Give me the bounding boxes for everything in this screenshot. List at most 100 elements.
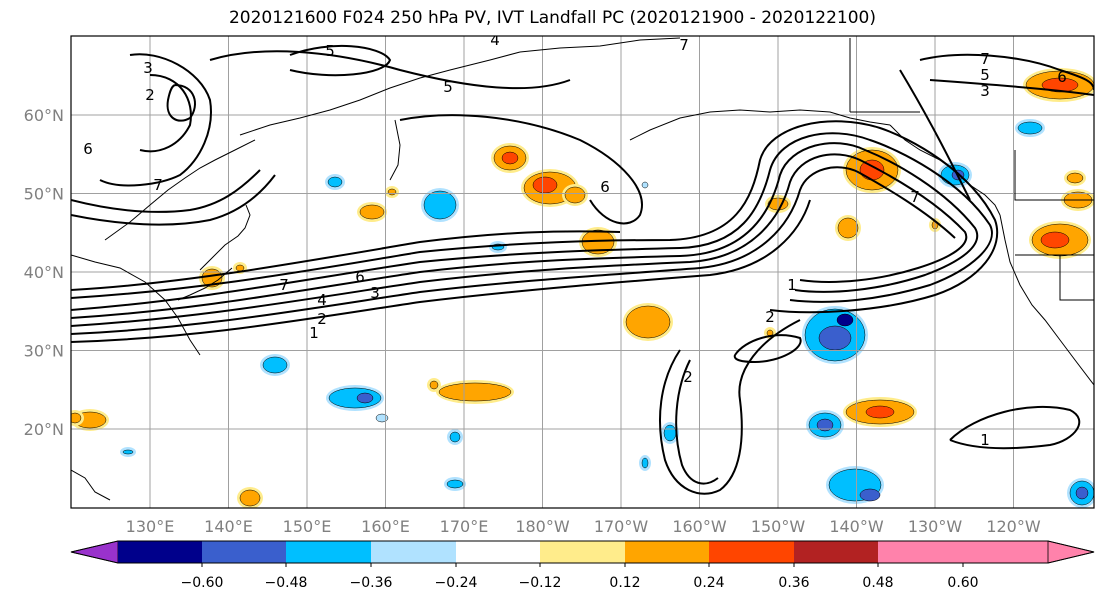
shading-blob — [1017, 121, 1043, 135]
shading-blob — [446, 479, 464, 489]
longitude-label: 180°W — [515, 517, 570, 536]
contour-label: 2 — [683, 368, 693, 386]
shading-blob — [837, 217, 859, 239]
latitude-label: 20°N — [24, 420, 64, 439]
colorbar-tick-label: −0.24 — [435, 575, 478, 591]
shading-blob — [1066, 172, 1084, 184]
colorbar-tick-label: −0.48 — [265, 575, 308, 591]
contour-label: 7 — [910, 188, 920, 206]
colorbar-tick-label: −0.36 — [350, 575, 393, 591]
shading-blob — [1041, 77, 1079, 93]
longitude-label: 140°E — [204, 517, 253, 536]
latitude-label: 30°N — [24, 342, 64, 361]
colorbar-segment — [202, 541, 286, 563]
shading-blob — [836, 313, 854, 327]
shading-blob — [859, 488, 881, 502]
shading-blob — [818, 325, 852, 351]
contour-label: 7 — [279, 276, 289, 294]
contour-label: 5 — [443, 78, 453, 96]
contour-label: 3 — [370, 284, 380, 302]
shading-blob — [423, 190, 457, 220]
shading-blob — [816, 418, 834, 432]
contour-label: 2 — [145, 86, 155, 104]
colorbar-segment — [286, 541, 371, 563]
shading-blob — [359, 204, 385, 220]
latitude-label: 50°N — [24, 185, 64, 204]
map-frame — [70, 35, 1095, 509]
longitude-label: 160°E — [361, 517, 410, 536]
shading-blob — [564, 186, 586, 204]
colorbar-tick-label: −0.60 — [181, 575, 224, 591]
shading-blob — [865, 405, 895, 419]
longitude-label: 170°W — [594, 517, 649, 536]
shading-blob — [625, 305, 671, 339]
shading-blob — [641, 457, 649, 469]
contour-label: 6 — [600, 178, 610, 196]
shading-blob — [122, 449, 134, 455]
contour-label: 2 — [317, 310, 327, 328]
longitude-label: 130°W — [908, 517, 963, 536]
longitude-label: 140°W — [829, 517, 884, 536]
contour-label: 5 — [325, 42, 335, 60]
contour-label: 1 — [980, 431, 990, 449]
colorbar-segment — [878, 541, 963, 563]
contour-label: 4 — [317, 291, 327, 309]
shading-blob — [1075, 486, 1089, 500]
longitude-label: 170°E — [440, 517, 489, 536]
shading-blob — [262, 356, 288, 374]
colorbar-outline — [70, 540, 1095, 564]
shading-blob — [235, 264, 245, 272]
longitude-label: 150°W — [751, 517, 806, 536]
longitude-label: 160°W — [672, 517, 727, 536]
contour-label: 1 — [309, 324, 319, 342]
pc-shading — [71, 68, 1094, 508]
shading-blob — [641, 181, 649, 189]
shading-blob — [239, 489, 261, 507]
contour-label: 2 — [765, 308, 775, 326]
shading-blob — [356, 392, 374, 404]
colorbar-segment — [963, 541, 1048, 563]
shading-blob — [327, 176, 343, 188]
contour-label: 6 — [1057, 68, 1067, 86]
contour-label: 3 — [143, 59, 153, 77]
map-title: 2020121600 F024 250 hPa PV, IVT Landfall… — [228, 8, 876, 28]
contour-label: 7 — [679, 36, 689, 54]
shading-blob — [1040, 231, 1070, 249]
pv-contours — [71, 45, 1094, 495]
colorbar-segment — [625, 541, 709, 563]
colorbar-segment — [118, 541, 202, 563]
shading-blob — [375, 413, 389, 423]
shading-blob — [71, 412, 82, 424]
shading-blob — [328, 387, 382, 409]
latitude-label: 40°N — [24, 263, 64, 282]
latitude-label: 60°N — [24, 106, 64, 125]
colorbar-tick-label: 0.24 — [693, 575, 724, 591]
contour-label: 7 — [153, 176, 163, 194]
shading-blob — [438, 382, 512, 402]
colorbar-tick-label: 0.48 — [862, 575, 893, 591]
colorbar-segment — [794, 541, 878, 563]
colorbar-tick-label: 0.12 — [609, 575, 640, 591]
contour-label: 4 — [490, 31, 500, 49]
shading-blob — [663, 424, 677, 442]
contour-label: 5 — [980, 66, 990, 84]
shading-blob — [429, 380, 439, 390]
colorbar-tick-label: 0.36 — [778, 575, 809, 591]
longitude-label: 120°W — [986, 517, 1041, 536]
colorbar-extend-low — [70, 540, 119, 564]
longitude-label: 130°E — [126, 517, 175, 536]
shading-blob — [532, 176, 558, 194]
colorbar-segment — [371, 541, 456, 563]
colorbar-segment — [540, 541, 625, 563]
contour-label: 3 — [980, 82, 990, 100]
contour-label: 6 — [83, 140, 93, 158]
latitude-labels: 60°N 50°N 40°N 30°N 20°N — [24, 106, 64, 439]
colorbar-extend-high — [1047, 540, 1095, 564]
contour-label: 6 — [355, 268, 365, 286]
shading-blob — [387, 188, 397, 196]
contour-label: 1 — [787, 276, 797, 294]
colorbar-tick-label: −0.12 — [519, 575, 562, 591]
contour-label: 7 — [980, 50, 990, 68]
